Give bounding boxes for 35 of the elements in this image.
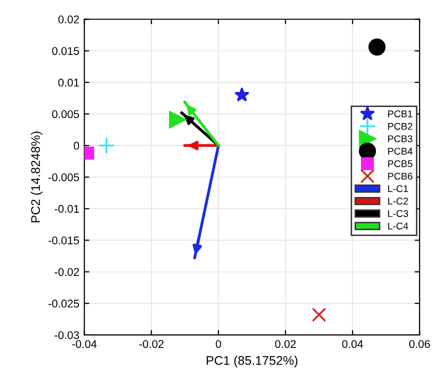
legend-label: L-C2 <box>388 198 408 205</box>
point <box>368 38 386 56</box>
x-tick-label: 0 <box>216 340 222 348</box>
y-tick-label: -0.02 <box>54 268 79 276</box>
point <box>234 87 250 102</box>
x-tick-label: -0.02 <box>139 340 164 348</box>
legend-label: PCB2 <box>388 122 412 130</box>
y-tick-label: -0.015 <box>48 236 80 244</box>
point <box>312 308 326 322</box>
y-tick-label: -0.005 <box>48 173 80 182</box>
point <box>98 136 116 154</box>
x-tick-label: -0.04 <box>72 340 97 348</box>
x-axis-title: PC1 (85.1752%) <box>206 356 298 368</box>
legend-label: PCB4 <box>388 148 412 155</box>
legend-label: L-C4 <box>388 222 408 230</box>
legend-label: PCB1 <box>388 110 412 118</box>
y-tick-label: 0.01 <box>58 78 79 87</box>
point <box>169 111 186 128</box>
y-axis-title: PC2 (14.8248%) <box>30 132 42 222</box>
point <box>84 146 94 160</box>
y-tick-label: -0.025 <box>48 300 80 308</box>
y-tick-label: 0.02 <box>58 16 79 24</box>
legend-label: PCB6 <box>388 172 412 180</box>
x-tick-label: 0.02 <box>275 340 296 348</box>
y-tick-label: 0 <box>74 142 80 150</box>
legend-label: L-C3 <box>388 210 408 218</box>
y-tick-label: 0.015 <box>52 47 80 55</box>
x-tick-label: 0.06 <box>409 340 430 348</box>
legend-label: PCB5 <box>388 160 412 168</box>
legend-label: PCB3 <box>388 135 412 142</box>
y-tick-label: -0.01 <box>54 204 79 213</box>
x-tick-label: 0.04 <box>342 340 364 348</box>
legend-label: L-C1 <box>388 185 408 192</box>
y-tick-label: 0.005 <box>52 110 80 118</box>
y-tick-label: -0.03 <box>54 331 80 340</box>
